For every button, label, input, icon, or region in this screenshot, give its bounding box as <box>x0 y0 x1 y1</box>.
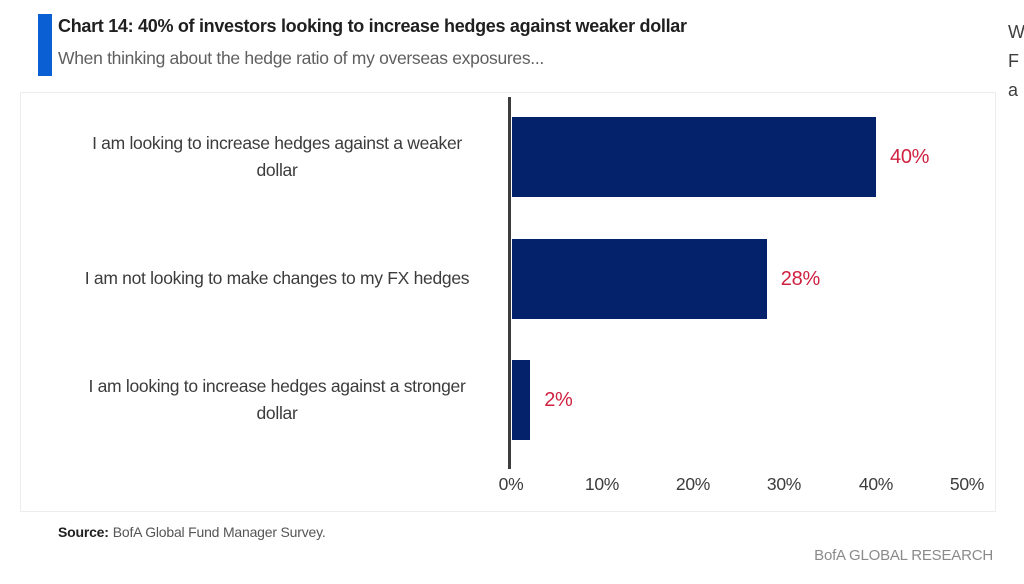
x-axis-tick-label: 20% <box>675 474 711 494</box>
y-axis-line <box>508 97 511 469</box>
x-axis-tick-label: 0% <box>498 474 524 494</box>
x-axis-tick-label: 50% <box>949 474 985 494</box>
chart-subtitle: When thinking about the hedge ratio of m… <box>58 48 544 68</box>
bar-increase-hedges-stronger <box>512 360 531 440</box>
header-accent-bar <box>38 14 52 76</box>
bar-row-weaker-dollar: I am looking to increase hedges against … <box>21 117 995 197</box>
plot-area: I am looking to increase hedges against … <box>20 92 996 512</box>
bar-no-fx-changes <box>512 239 767 319</box>
source-label: Source: <box>58 524 109 540</box>
source-note: Source: BofA Global Fund Manager Survey. <box>58 524 326 540</box>
x-axis-tick-label: 40% <box>858 474 894 494</box>
source-text: BofA Global Fund Manager Survey. <box>112 524 326 540</box>
value-label: 40% <box>890 145 930 168</box>
category-label: I am not looking to make changes to my F… <box>84 268 470 289</box>
x-axis-tick-label: 30% <box>766 474 802 494</box>
clipped-neighbor-text: W F a <box>1008 22 1024 100</box>
brand-watermark: BofA GLOBAL RESEARCH <box>814 547 993 564</box>
value-label: 28% <box>780 267 820 290</box>
value-label: 2% <box>544 388 573 411</box>
x-axis-tick-label: 10% <box>584 474 620 494</box>
bar-row-stronger-dollar: I am looking to increase hedges against … <box>21 360 995 440</box>
category-label: I am looking to increase hedges against … <box>92 132 462 180</box>
category-label: I am looking to increase hedges against … <box>88 375 466 423</box>
bar-row-no-changes: I am not looking to make changes to my F… <box>21 239 995 319</box>
bar-increase-hedges-weaker <box>512 117 876 197</box>
chart-title: Chart 14: 40% of investors looking to in… <box>58 16 687 36</box>
